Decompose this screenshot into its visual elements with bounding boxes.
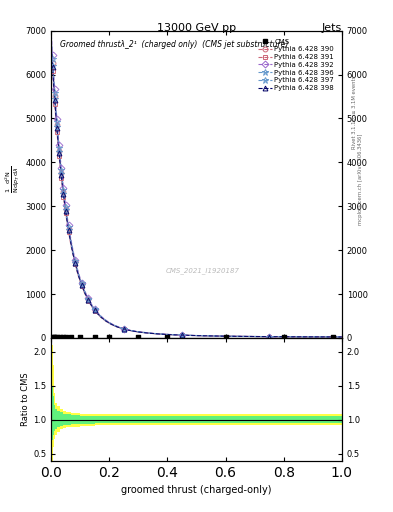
Point [77,332,83,340]
Point [62,332,69,340]
Point [222,332,229,340]
Point [135,332,141,340]
Point [50,332,56,340]
Text: CMS_2021_I1920187: CMS_2021_I1920187 [165,267,239,274]
Point [281,332,287,340]
Text: mcplots.cern.ch [arXiv:1306.3436]: mcplots.cern.ch [arXiv:1306.3436] [358,134,363,225]
Point [106,332,112,340]
Point [68,332,75,340]
Text: Groomed thrustλ_2¹  (charged only)  (CMS jet substructure): Groomed thrustλ_2¹ (charged only) (CMS j… [60,40,288,49]
Point [54,332,60,340]
Point [92,332,98,340]
Point [51,332,57,340]
Point [57,332,63,340]
Point [52,332,59,340]
Text: 13000 GeV pp: 13000 GeV pp [157,23,236,33]
Point [60,332,66,340]
Point [164,332,171,340]
X-axis label: groomed thrust (charged-only): groomed thrust (charged-only) [121,485,272,495]
Point [330,332,336,340]
Text: $\frac{1}{\mathrm{N}}\frac{\mathrm{d^2N}}{\mathrm{d}p_T\,\mathrm{d}\lambda}$: $\frac{1}{\mathrm{N}}\frac{\mathrm{d^2N}… [4,165,22,193]
Text: Jets: Jets [321,23,342,33]
Legend: CMS, Pythia 6.428 390, Pythia 6.428 391, Pythia 6.428 392, Pythia 6.428 396, Pyt: CMS, Pythia 6.428 390, Pythia 6.428 391,… [256,37,336,93]
Y-axis label: Ratio to CMS: Ratio to CMS [21,373,30,426]
Text: Rivet 3.1.10, ≥ 3.1M events: Rivet 3.1.10, ≥ 3.1M events [352,76,357,150]
